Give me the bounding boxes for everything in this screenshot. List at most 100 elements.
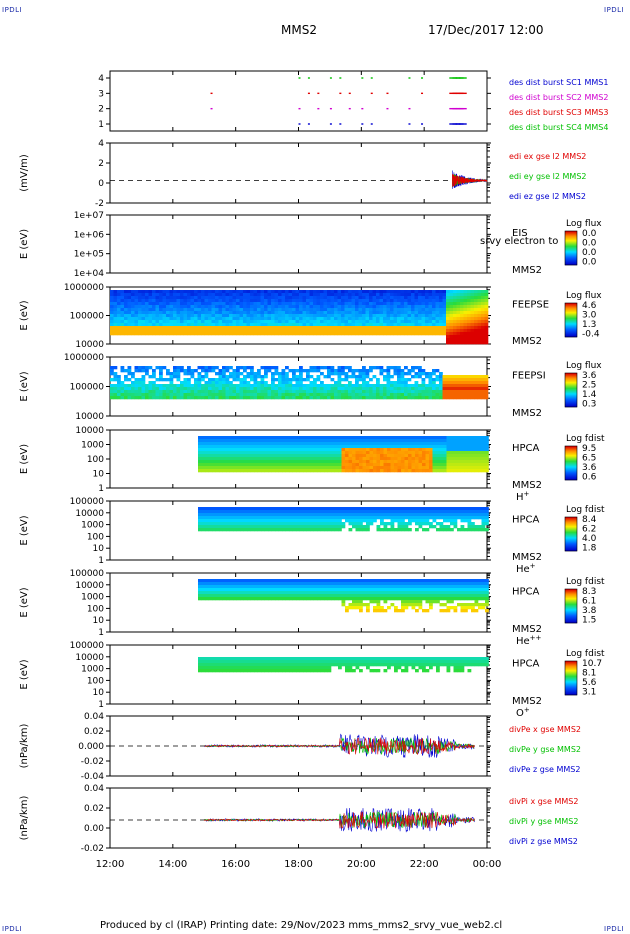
spectrogram-cell: [365, 390, 370, 394]
spectrogram-cell: [295, 323, 300, 327]
spectrogram-cell: [411, 454, 416, 458]
spectrogram-cell: [414, 302, 419, 306]
spectrogram-cell: [155, 396, 160, 400]
spectrogram-cell: [453, 393, 457, 397]
spectrogram-cell: [401, 448, 405, 452]
spectrogram-cell: [233, 591, 237, 595]
spectrogram-cell: [219, 528, 223, 532]
spectrogram-cell: [436, 510, 440, 514]
spectrogram-cell: [303, 582, 307, 586]
spectrogram-cell: [229, 519, 234, 523]
spectrogram-cell: [432, 302, 436, 306]
spectrogram-cell: [260, 299, 265, 303]
spectrogram-cell: [271, 597, 276, 601]
spectrogram-cell: [341, 513, 346, 517]
spectrogram-cell: [208, 384, 212, 388]
spectrogram-cell: [471, 516, 475, 520]
spectrogram-cell: [240, 594, 244, 598]
spectrogram-cell: [253, 381, 258, 385]
spectrogram-cell: [323, 290, 328, 294]
spectrogram-cell: [288, 296, 293, 300]
spectrogram-cell: [292, 326, 296, 330]
spectrogram-cell: [439, 332, 443, 336]
spectrogram-cell: [337, 366, 342, 370]
spectrogram-cell: [271, 451, 276, 455]
spectrogram-cell: [352, 466, 356, 470]
spectrogram-cell: [439, 311, 443, 315]
spectrogram-cell: [250, 448, 255, 452]
spectrogram-cell: [155, 332, 160, 336]
spectrogram-cell: [201, 293, 205, 297]
spectrogram-cell: [432, 460, 437, 464]
spectrogram-cell: [194, 317, 198, 321]
spectrogram-cell: [404, 396, 408, 400]
spectrogram-cell: [243, 323, 247, 327]
spectrogram-cell: [138, 326, 142, 330]
spectrogram-cell: [386, 378, 391, 382]
spectrogram-cell: [261, 516, 265, 520]
spectrogram-cell: [288, 320, 293, 324]
spectrogram-cell: [215, 594, 220, 598]
spectrogram-cell: [113, 375, 118, 379]
spectrogram-cell: [222, 528, 227, 532]
spectrogram-cell: [456, 323, 461, 327]
spectrogram-cell: [239, 302, 244, 306]
spectrogram-cell: [240, 436, 244, 440]
spectrogram-cell: [131, 314, 135, 318]
spectrogram-cell: [422, 445, 426, 449]
spectrogram-cell: [218, 302, 223, 306]
spectrogram-cell: [481, 448, 486, 452]
spectrogram-cell: [187, 302, 191, 306]
spectrogram-cell: [205, 436, 209, 440]
spectrogram-cell: [313, 302, 317, 306]
spectrogram-cell: [201, 525, 206, 529]
spectrogram-cell: [470, 387, 475, 391]
spectrogram-cell: [369, 296, 373, 300]
spectrogram-cell: [428, 375, 433, 379]
spectrogram-cell: [366, 525, 370, 529]
spectrogram-cell: [152, 293, 156, 297]
spectrogram-cell: [390, 293, 394, 297]
spectrogram-cell: [345, 454, 349, 458]
spectrogram-cell: [187, 296, 191, 300]
spectrogram-cell: [159, 311, 163, 315]
spectrogram-cell: [275, 522, 279, 526]
spectrogram-cell: [383, 308, 387, 312]
spectrogram-cell: [439, 384, 443, 388]
spectrogram-cell: [320, 460, 325, 464]
spectrogram-cell: [229, 308, 233, 312]
spectrogram-cell: [464, 460, 468, 464]
spectrogram-cell: [211, 308, 216, 312]
spectrogram-cell: [226, 463, 230, 467]
spectrogram-cell: [289, 439, 293, 443]
spectrogram-cell: [162, 299, 167, 303]
burst-mark: [329, 77, 332, 79]
spectrogram-cell: [169, 296, 174, 300]
spectrogram-cell: [229, 299, 233, 303]
spectrogram-cell: [471, 513, 475, 517]
spectrogram-cell: [400, 393, 405, 397]
spectrogram-cell: [355, 460, 360, 464]
spectrogram-cell: [394, 463, 398, 467]
spectrogram-cell: [257, 510, 262, 514]
spectrogram-cell: [257, 463, 262, 467]
spectrogram-cell: [390, 390, 394, 394]
spectrogram-cell: [348, 326, 352, 330]
spectrogram-cell: [268, 579, 272, 583]
spectrogram-cell: [299, 510, 304, 514]
spectrogram-cell: [289, 451, 293, 455]
spectrogram-cell: [159, 393, 163, 397]
spectrogram-cell: [222, 296, 226, 300]
spectrogram-cell: [243, 510, 248, 514]
spectrogram-cell: [390, 522, 395, 526]
spectrogram-cell: [257, 396, 261, 400]
spectrogram-cell: [366, 454, 370, 458]
spectrogram-cell: [453, 439, 458, 443]
spectrogram-cell: [400, 372, 405, 376]
spectrogram-cell: [257, 582, 262, 586]
spectrogram-cell: [124, 311, 128, 315]
spectrogram-cell: [292, 314, 296, 318]
spectrogram-cell: [425, 290, 429, 294]
spectrogram-cell: [376, 311, 380, 315]
